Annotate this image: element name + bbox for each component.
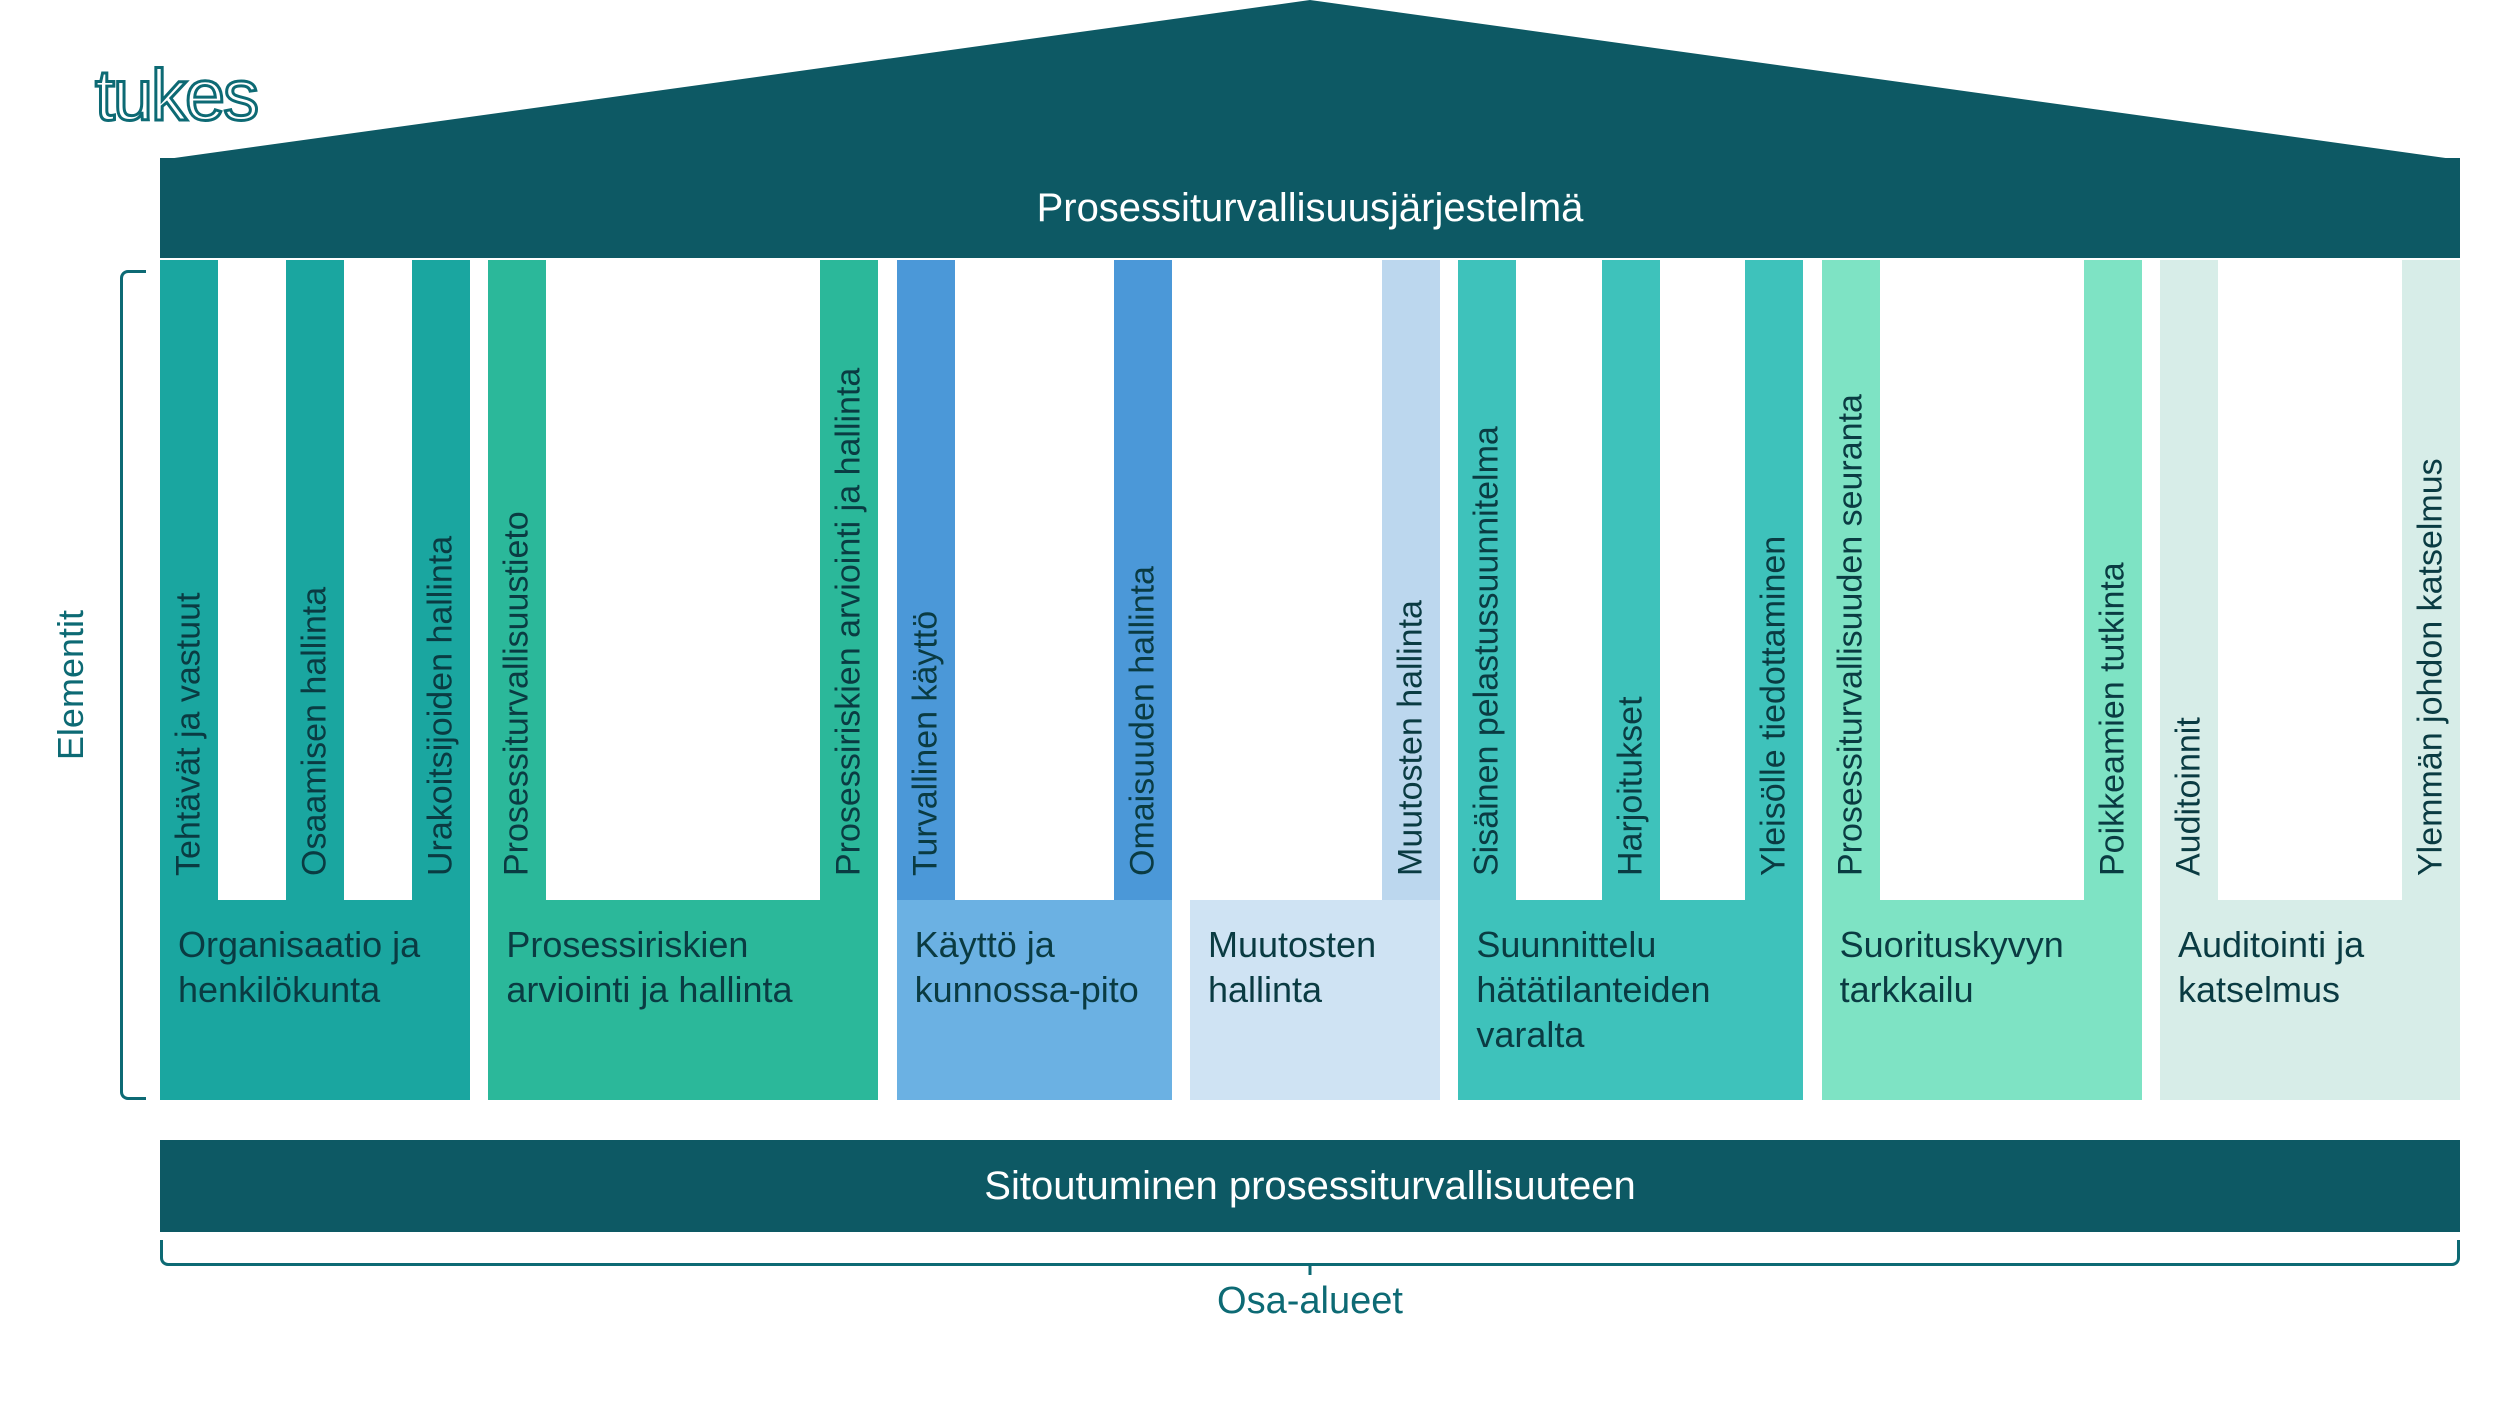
group-4: Sisäinen pelastussuunnitelma Harjoitukset…: [1458, 260, 1803, 1100]
pillar-label: Yleisölle tiedottaminen: [1755, 536, 1794, 876]
pillar: Omaisuuden hallinta: [1114, 260, 1172, 900]
pillars-row: Tehtävät ja vastuut Osaamisen hallinta Ura…: [160, 260, 2460, 1100]
group-2: Turvallinen käyttö Omaisuuden hallinta Käy…: [897, 260, 1172, 1100]
bottom-label-areas: Osa-alueet: [160, 1240, 2460, 1323]
pillar-label: Muutosten hallinta: [1391, 600, 1430, 876]
side-label-elements: Elementit: [50, 270, 146, 1100]
brace-bottom: [160, 1240, 2460, 1266]
pillar: Urakoitsijoiden hallinta: [412, 260, 470, 900]
group-pillars: Prosessiturvallisuustieto Prosessiriskien…: [488, 260, 878, 900]
group-pillars: Auditoinnit Ylemmän johdon katselmus: [2160, 260, 2460, 900]
group-label: Suorituskyvyn tarkkailu: [1822, 900, 2142, 1100]
pillar: Muutosten hallinta: [1382, 260, 1440, 900]
roof-title: Prosessiturvallisuusjärjestelmä: [1037, 186, 1584, 231]
group-pillars: Turvallinen käyttö Omaisuuden hallinta: [897, 260, 1172, 900]
group-1: Prosessiturvallisuustieto Prosessiriskien…: [488, 260, 878, 1100]
diagram: Prosessiturvallisuusjärjestelmä Tehtävät…: [160, 0, 2460, 1232]
pillar: Prosessiturvallisuustieto: [488, 260, 546, 900]
pillar-label: Prosessiturvallisuustieto: [498, 511, 537, 876]
side-label-text: Elementit: [50, 610, 92, 760]
pillar-label: Harjoitukset: [1611, 696, 1650, 876]
group-label: Käyttö ja kunnossa-​pito: [897, 900, 1172, 1100]
roof-triangle: [160, 0, 2460, 160]
pillar: Turvallinen käyttö: [897, 260, 955, 900]
foundation: Sitoutuminen prosessiturvallisuuteen: [160, 1140, 2460, 1232]
group-label: Organisaatio ja henkilökunta: [160, 900, 470, 1100]
pillar-label: Prosessiriskien arviointi ja hallinta: [830, 368, 869, 876]
pillar-label: Auditoinnit: [2169, 717, 2208, 876]
pillar-label: Urakoitsijoiden hallinta: [422, 536, 461, 876]
pillar: Auditoinnit: [2160, 260, 2218, 900]
pillar: Sisäinen pelastussuunnitelma: [1458, 260, 1516, 900]
bottom-label-text: Osa-alueet: [160, 1280, 2460, 1323]
pillar: Yleisölle tiedottaminen: [1745, 260, 1803, 900]
pillar: Osaamisen hallinta: [286, 260, 344, 900]
group-0: Tehtävät ja vastuut Osaamisen hallinta Ura…: [160, 260, 470, 1100]
pillar: Ylemmän johdon katselmus: [2402, 260, 2460, 900]
pillar-label: Ylemmän johdon katselmus: [2411, 458, 2450, 876]
foundation-text: Sitoutuminen prosessiturvallisuuteen: [984, 1164, 1635, 1209]
group-pillars: Sisäinen pelastussuunnitelma Harjoitukset…: [1458, 260, 1803, 900]
pillar-label: Poikkeamien tutkinta: [2093, 562, 2132, 876]
pillar-label: Omaisuuden hallinta: [1123, 566, 1162, 876]
group-6: AuditoinnitYlemmän johdon katselmusAudit…: [2160, 260, 2460, 1100]
pillar: Poikkeamien tutkinta: [2084, 260, 2142, 900]
group-pillars: Tehtävät ja vastuut Osaamisen hallinta Ura…: [160, 260, 470, 900]
group-5: Prosessiturvallisuuden seuranta Poikkeami…: [1822, 260, 2142, 1100]
brace-left: [120, 270, 146, 1100]
group-label: Muutosten hallinta: [1190, 900, 1440, 1100]
group-label: Prosessiriskien arviointi ja hallinta: [488, 900, 878, 1100]
pillar-label: Tehtävät ja vastuut: [170, 592, 209, 876]
pillar: Tehtävät ja vastuut: [160, 260, 218, 900]
pillar: Prosessiturvallisuuden seuranta: [1822, 260, 1880, 900]
pillar: Prosessiriskien arviointi ja hallinta: [820, 260, 878, 900]
group-pillars: Prosessiturvallisuuden seuranta Poikkeami…: [1822, 260, 2142, 900]
group-3: Muutosten hallinta Muutosten hallinta: [1190, 260, 1440, 1100]
pillar-label: Prosessiturvallisuuden seuranta: [1831, 394, 1870, 876]
group-pillars: Muutosten hallinta: [1190, 260, 1440, 900]
roof-bar: Prosessiturvallisuusjärjestelmä: [160, 158, 2460, 258]
roof: Prosessiturvallisuusjärjestelmä: [160, 0, 2460, 260]
pillar-label: Osaamisen hallinta: [296, 587, 335, 876]
pillar-label: Sisäinen pelastussuunnitelma: [1468, 426, 1507, 876]
pillar-label: Turvallinen käyttö: [906, 611, 945, 876]
pillar: Harjoitukset: [1602, 260, 1660, 900]
group-label: Auditointi ja katselmus: [2160, 900, 2460, 1100]
group-label: Suunnittelu hätätilanteiden varalta: [1458, 900, 1803, 1100]
